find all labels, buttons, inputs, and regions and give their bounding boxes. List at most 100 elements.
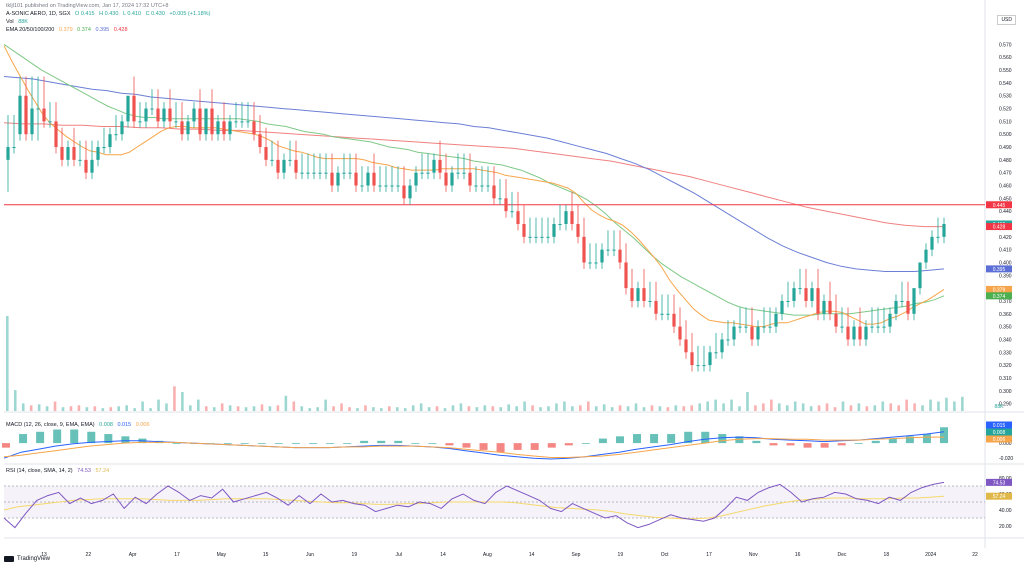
candle-body xyxy=(768,326,772,328)
volume-bar xyxy=(411,405,415,411)
macd-legend: MACD (12, 26, close, 9, EMA, EMA) 0.008 … xyxy=(6,421,153,429)
macd-value-tag: 0.015 xyxy=(993,423,1006,429)
macd-histogram-bar xyxy=(940,427,948,444)
candle-body xyxy=(678,326,682,340)
volume-bar xyxy=(173,386,176,411)
candle-body xyxy=(618,249,622,263)
volume-bar xyxy=(491,406,495,411)
candle-body xyxy=(330,172,334,186)
candle-body xyxy=(420,172,424,174)
x-tick-label: 13 xyxy=(41,552,47,558)
x-tick-label: 16 xyxy=(795,552,801,558)
candle-body xyxy=(714,352,718,354)
volume-legend: Vol 88K xyxy=(6,18,31,26)
x-tick-label: Apr xyxy=(129,552,137,558)
volume-bar xyxy=(308,408,312,411)
candle-body xyxy=(222,121,226,135)
macd-value-tag-bg xyxy=(986,421,1012,429)
hline-price-tag-bg xyxy=(986,201,1012,209)
macd-histogram-bar xyxy=(581,443,590,444)
macd-histogram-bar xyxy=(922,434,931,444)
macd-histogram-bar xyxy=(667,434,676,444)
candle-body xyxy=(396,185,400,187)
ohlc-close: C 0.430 xyxy=(145,11,165,17)
macd-line-value: 0.015 xyxy=(117,422,132,428)
candle-body xyxy=(312,172,316,174)
candle-body xyxy=(816,288,820,314)
candle-body xyxy=(258,134,262,148)
volume-bar xyxy=(197,399,200,411)
y-tick-label: 0.530 xyxy=(999,94,1012,100)
volume-bar xyxy=(714,399,717,411)
candle-body xyxy=(570,211,574,224)
y-tick-label: 0.450 xyxy=(999,196,1012,202)
macd-histogram-bar xyxy=(547,443,556,448)
candle-body xyxy=(438,159,442,173)
candle-body xyxy=(138,121,142,123)
candle-body xyxy=(30,108,34,135)
macd-histogram-bar xyxy=(70,429,79,444)
volume-bar xyxy=(109,407,113,411)
macd-histogram-bar xyxy=(240,443,249,444)
volume-bar xyxy=(348,407,351,411)
ema20-price-tag-bg xyxy=(986,285,1012,293)
volume-bar xyxy=(642,407,646,411)
candle-body xyxy=(804,288,808,301)
candle-body xyxy=(336,172,340,186)
tradingview-logo-icon xyxy=(4,556,14,562)
volume-bar xyxy=(443,408,447,411)
volume-bar xyxy=(157,399,160,411)
candle-body xyxy=(894,300,898,314)
volume-bar xyxy=(316,407,319,411)
candle-body xyxy=(342,172,346,174)
macd-histogram-bar xyxy=(530,443,539,450)
volume-bar xyxy=(77,405,81,411)
candle-body xyxy=(642,288,646,301)
volume-bar xyxy=(324,399,327,411)
macd-histogram-bar xyxy=(87,431,96,444)
volume-bar xyxy=(228,405,232,411)
volume-bar xyxy=(29,405,33,411)
macd-tick-label: 0.000 xyxy=(999,441,1012,447)
candle-body xyxy=(900,300,904,302)
y-tick-label: 0.400 xyxy=(999,260,1012,266)
candle-body xyxy=(246,121,250,123)
macd-histogram-bar xyxy=(479,443,488,450)
macd-histogram-bar xyxy=(564,443,573,446)
candle-body xyxy=(18,95,22,135)
candle-body xyxy=(114,134,118,136)
macd-histogram-bar xyxy=(223,443,232,444)
x-tick-label: 19 xyxy=(352,552,358,558)
candle-body xyxy=(432,159,436,173)
currency-label[interactable]: USD xyxy=(997,15,1016,25)
volume-bar xyxy=(252,406,256,411)
volume-bar xyxy=(61,407,65,411)
macd-histogram-bar xyxy=(871,440,880,444)
candle-body xyxy=(348,172,352,174)
candle-body xyxy=(810,288,814,301)
volume-bar xyxy=(483,405,487,411)
macd-histogram-bar xyxy=(803,443,812,448)
volume-bar xyxy=(698,403,702,411)
candle-body xyxy=(876,326,880,328)
candle-body xyxy=(102,147,106,149)
candle-body xyxy=(156,108,160,122)
y-tick-label: 0.520 xyxy=(999,107,1012,113)
candle-body xyxy=(486,185,490,187)
y-tick-label: 0.510 xyxy=(999,119,1012,125)
volume-bar xyxy=(13,390,17,411)
candle-body xyxy=(72,147,76,160)
volume-bar xyxy=(364,405,367,411)
macd-histogram-bar xyxy=(394,440,403,444)
macd-signal-line xyxy=(3,436,944,458)
candle-body xyxy=(684,339,688,353)
candle-body xyxy=(606,249,610,251)
rsi-tick-label: 40.00 xyxy=(999,508,1012,514)
volume-bar xyxy=(953,401,956,411)
candle-body xyxy=(78,159,82,161)
volume-bar xyxy=(45,406,49,411)
macd-histogram-bar xyxy=(496,443,505,453)
ema50-price-tag-bg xyxy=(986,292,1012,300)
volume-bar xyxy=(682,406,686,411)
